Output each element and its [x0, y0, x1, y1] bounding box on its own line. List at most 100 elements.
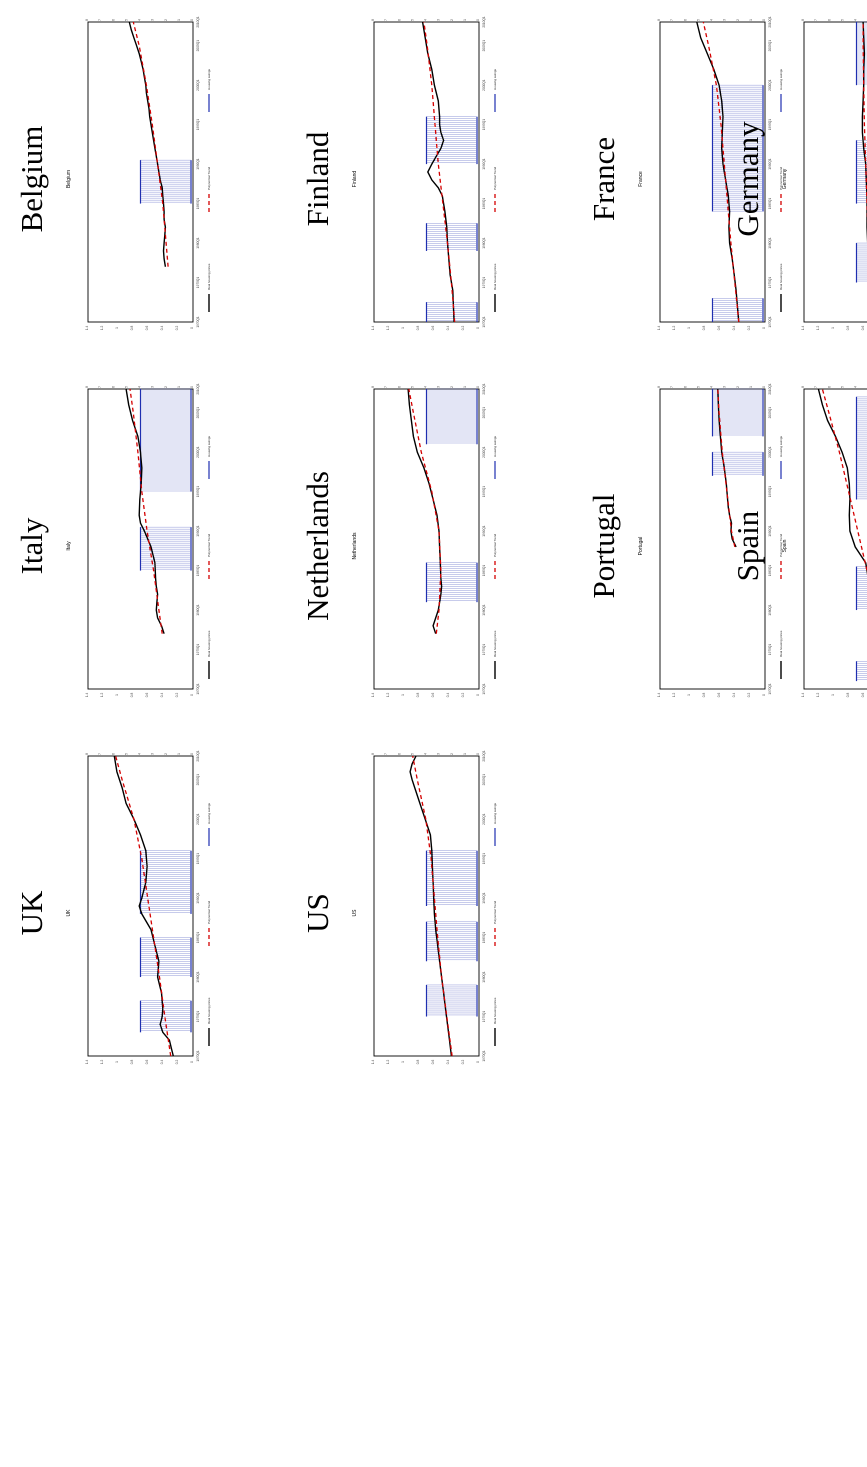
- x-tick-label: 1985Q1: [482, 565, 486, 577]
- housing-swing-band: [711, 84, 764, 212]
- x-tick-label: 2000Q1: [482, 813, 486, 825]
- y-tick-label: 2: [736, 386, 740, 388]
- y-tick-label: 2: [450, 386, 454, 388]
- y2-tick-label: 0.8: [130, 693, 134, 698]
- legend-label-trend: Polynomial Trend: [493, 900, 497, 924]
- housing-swing-band: [711, 388, 764, 437]
- y2-tick-label: 0.8: [702, 326, 706, 331]
- chart-subtitle: Finland: [352, 171, 358, 188]
- y-tick-label: 5: [124, 386, 128, 388]
- legend-label-price: Real housing prices: [207, 263, 211, 290]
- x-tick-label: 1980Q1: [196, 971, 200, 983]
- plot-frame: [87, 755, 194, 1057]
- series-real-housing-prices: [113, 755, 174, 1057]
- plot-frame: [373, 755, 480, 1057]
- y-tick-label: 7: [814, 19, 818, 21]
- chart-subtitle: UK: [66, 909, 72, 917]
- x-tick-label: 1990Q1: [482, 525, 486, 537]
- y2-tick-label: 0.4: [732, 693, 736, 698]
- legend-label-housing: Housing swings: [207, 435, 211, 457]
- x-tick-label: 1995Q1: [196, 853, 200, 865]
- y2-tick-label: 0.4: [446, 693, 450, 698]
- x-tick-label: 2010Q1: [768, 16, 772, 28]
- y-tick-label: 3: [437, 19, 441, 21]
- chart-subtitle: Italy: [66, 541, 72, 551]
- y-tick-label: 0: [762, 19, 766, 21]
- x-tick-label: 1975Q1: [482, 277, 486, 289]
- series-real-housing-prices: [407, 388, 443, 634]
- x-tick-label: 1970Q1: [482, 683, 486, 695]
- legend-label-trend: Polynomial Trend: [207, 900, 211, 924]
- y-tick-label: 6: [111, 19, 115, 21]
- housing-swing-band: [139, 850, 192, 914]
- x-tick-label: 2010Q1: [482, 16, 486, 28]
- y2-tick-label: 0: [190, 694, 194, 696]
- y-tick-label: 5: [840, 386, 844, 388]
- y2-tick-label: 0.2: [175, 326, 179, 331]
- y-tick-label: 5: [410, 19, 414, 21]
- y-tick-label: 6: [827, 19, 831, 21]
- series-polynomial-trend: [702, 21, 740, 323]
- housing-swing-band: [855, 21, 867, 86]
- housing-swing-band: [425, 116, 478, 165]
- y2-tick-label: 1.4: [371, 1060, 375, 1065]
- legend-label-housing: Housing swings: [779, 435, 783, 457]
- housing-swing-band: [425, 921, 478, 962]
- x-tick-label: 1990Q1: [196, 892, 200, 904]
- y-tick-label: 8: [657, 386, 661, 388]
- y2-tick-label: 0: [476, 327, 480, 329]
- x-tick-label: 1990Q1: [482, 892, 486, 904]
- y-tick-label: 7: [814, 386, 818, 388]
- x-tick-label: 2000Q1: [482, 79, 486, 91]
- y2-tick-label: 0.8: [416, 693, 420, 698]
- chart-subtitle: France: [638, 171, 644, 187]
- y-tick-label: 4: [138, 19, 142, 21]
- y2-tick-label: 0.2: [175, 1060, 179, 1065]
- legend-label-housing: Housing swings: [207, 68, 211, 90]
- housing-swing-band: [425, 562, 478, 603]
- y2-tick-label: 0.6: [431, 326, 435, 331]
- y2-tick-label: 1.4: [801, 693, 805, 698]
- y2-tick-label: 0.6: [431, 693, 435, 698]
- y2-tick-label: 0.2: [461, 1060, 465, 1065]
- y-tick-label: 2: [164, 19, 168, 21]
- y2-tick-label: 0.6: [145, 1060, 149, 1065]
- y-tick-label: 4: [138, 386, 142, 388]
- y2-tick-label: 1.2: [100, 1060, 104, 1065]
- x-tick-label: 2005Q1: [482, 40, 486, 52]
- x-tick-label: 2005Q1: [196, 407, 200, 419]
- chart-title: Germany: [730, 121, 765, 237]
- x-tick-label: 1970Q1: [768, 316, 772, 328]
- housing-swing-band: [425, 302, 478, 322]
- y2-tick-label: 1.2: [816, 693, 820, 698]
- x-tick-label: 1995Q1: [482, 486, 486, 498]
- y2-tick-label: 0.2: [175, 693, 179, 698]
- series-polynomial-trend: [132, 21, 169, 267]
- y-tick-label: 0: [190, 19, 194, 21]
- y-tick-label: 3: [151, 19, 155, 21]
- chart-title: Italy: [14, 517, 49, 574]
- x-tick-label: 1995Q1: [768, 486, 772, 498]
- y2-tick-label: 0.2: [461, 693, 465, 698]
- y-tick-label: 6: [111, 753, 115, 755]
- chart-panel-netherlands: Netherlands Netherlands 0 1 2 3 4 5 6 7 8 1.4 1.2 1 0.…: [300, 383, 497, 697]
- chart-subtitle: Netherlands: [352, 532, 358, 559]
- x-tick-label: 2000Q1: [196, 813, 200, 825]
- housing-swing-band: [855, 242, 867, 283]
- y-tick-label: 8: [371, 753, 375, 755]
- y-tick-label: 1: [749, 19, 753, 21]
- legend-label-price: Real housing prices: [493, 997, 497, 1024]
- y-tick-label: 4: [138, 753, 142, 755]
- legend-label-price: Real housing prices: [207, 997, 211, 1024]
- y2-tick-label: 0.4: [160, 1060, 164, 1065]
- legend-label-housing: Housing swings: [493, 68, 497, 90]
- y-tick-label: 4: [854, 19, 858, 21]
- y-tick-label: 2: [450, 753, 454, 755]
- y-tick-label: 5: [696, 386, 700, 388]
- y2-tick-label: 1.2: [100, 326, 104, 331]
- y-tick-label: 3: [437, 753, 441, 755]
- x-tick-label: 1985Q1: [196, 932, 200, 944]
- legend-label-price: Real housing prices: [779, 630, 783, 657]
